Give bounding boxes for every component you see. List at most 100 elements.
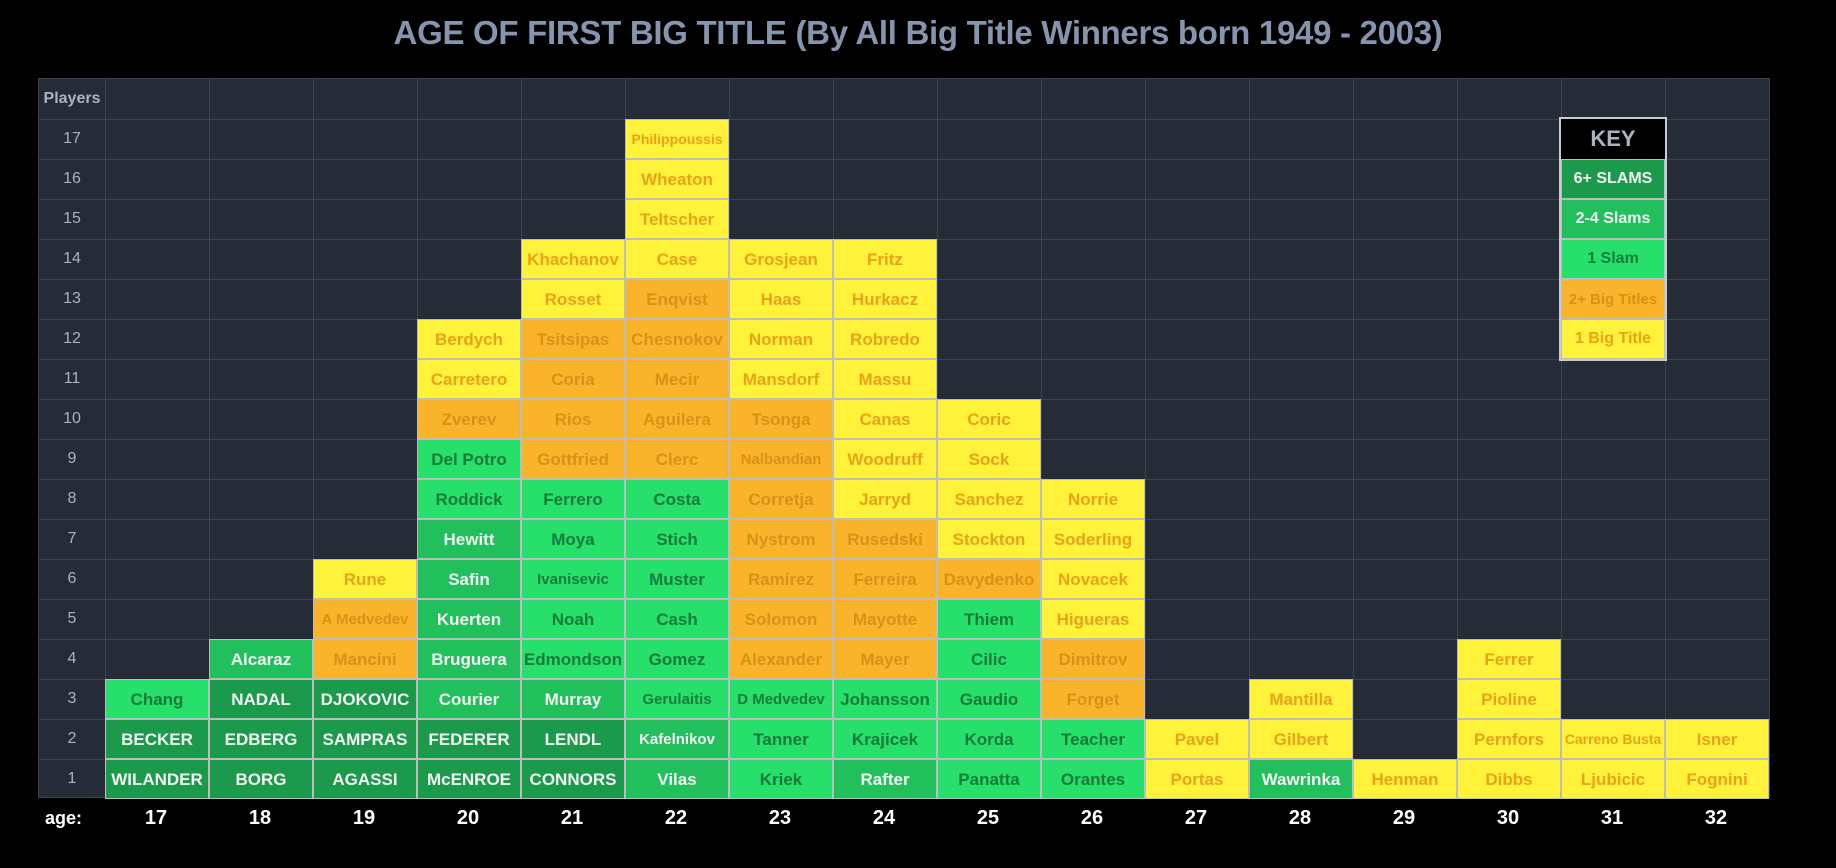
- grid-vline: [1665, 79, 1666, 797]
- grid-vline: [1041, 79, 1042, 797]
- player-cell: Ferrero: [521, 479, 625, 519]
- grid-vline: [1561, 79, 1562, 797]
- player-cell: Vilas: [625, 759, 729, 799]
- player-cell: Moya: [521, 519, 625, 559]
- player-cell: Ljubicic: [1561, 759, 1665, 799]
- player-cell: Noah: [521, 599, 625, 639]
- player-cell: Gaudio: [937, 679, 1041, 719]
- player-cell: Sock: [937, 439, 1041, 479]
- player-cell: Pavel: [1145, 719, 1249, 759]
- player-cell: Ferreira: [833, 559, 937, 599]
- grid-vline: [1353, 79, 1354, 797]
- chart-grid: Players 1 2 3 4 5 6 7 8 9 10 11 12 13 14 15 16 17 WILANDE…: [38, 78, 1770, 799]
- y-tick-label: 16: [63, 170, 81, 187]
- grid-hline: [39, 199, 1769, 200]
- grid-hline: [39, 119, 1769, 120]
- player-cell: Case: [625, 239, 729, 279]
- player-cell: Gomez: [625, 639, 729, 679]
- player-cell: Nystrom: [729, 519, 833, 559]
- player-cell: Coria: [521, 359, 625, 399]
- player-cell: Costa: [625, 479, 729, 519]
- player-cell: Mecir: [625, 359, 729, 399]
- player-cell: Gottfried: [521, 439, 625, 479]
- chart-title: AGE OF FIRST BIG TITLE (By All Big Title…: [393, 14, 1443, 51]
- player-cell: Del Potro: [417, 439, 521, 479]
- player-cell: AGASSI: [313, 759, 417, 799]
- player-cell: Berdych: [417, 319, 521, 359]
- player-cell: Pernfors: [1457, 719, 1561, 759]
- player-cell: Rusedski: [833, 519, 937, 559]
- player-cell: Thiem: [937, 599, 1041, 639]
- x-tick-label: 25: [976, 807, 1000, 829]
- player-cell: Fritz: [833, 239, 937, 279]
- y-tick-label: 15: [63, 210, 81, 227]
- x-tick-label: 24: [872, 807, 896, 829]
- player-cell: Orantes: [1041, 759, 1145, 799]
- x-tick-label: 28: [1288, 807, 1312, 829]
- player-cell: Clerc: [625, 439, 729, 479]
- player-cell: Tanner: [729, 719, 833, 759]
- player-cell: Zverev: [417, 399, 521, 439]
- player-cell: Courier: [417, 679, 521, 719]
- player-cell: FEDERER: [417, 719, 521, 759]
- player-cell: Alexander: [729, 639, 833, 679]
- player-cell: Safin: [417, 559, 521, 599]
- player-cell: Wheaton: [625, 159, 729, 199]
- player-cell: Kafelnikov: [625, 719, 729, 759]
- player-cell: McENROE: [417, 759, 521, 799]
- grid-vline: [105, 79, 106, 797]
- legend-item: 1 Slam: [1561, 239, 1665, 279]
- y-tick-label: 3: [67, 690, 77, 707]
- player-cell: Tsitsipas: [521, 319, 625, 359]
- player-cell: Mantilla: [1249, 679, 1353, 719]
- x-tick-label: 27: [1184, 807, 1208, 829]
- x-tick-label: 19: [352, 807, 376, 829]
- player-cell: CONNORS: [521, 759, 625, 799]
- player-cell: Gilbert: [1249, 719, 1353, 759]
- player-cell: Canas: [833, 399, 937, 439]
- player-cell: Chesnokov: [625, 319, 729, 359]
- legend-item: 2-4 Slams: [1561, 199, 1665, 239]
- player-cell: Panatta: [937, 759, 1041, 799]
- player-cell: Carretero: [417, 359, 521, 399]
- player-cell: SAMPRAS: [313, 719, 417, 759]
- player-cell: Kuerten: [417, 599, 521, 639]
- y-tick-label: 14: [63, 250, 81, 267]
- player-cell: Corretja: [729, 479, 833, 519]
- y-tick-label: 13: [63, 290, 81, 307]
- player-cell: Roddick: [417, 479, 521, 519]
- player-cell: Mancini: [313, 639, 417, 679]
- y-axis-label: Players: [43, 90, 101, 107]
- player-cell: Wawrinka: [1249, 759, 1353, 799]
- player-cell: Norrie: [1041, 479, 1145, 519]
- player-cell: Aguilera: [625, 399, 729, 439]
- player-cell: Muster: [625, 559, 729, 599]
- grid-vline: [313, 79, 314, 797]
- player-cell: Rafter: [833, 759, 937, 799]
- x-tick-label: 32: [1704, 807, 1728, 829]
- player-cell: Haas: [729, 279, 833, 319]
- player-cell: Philippoussis: [625, 119, 729, 159]
- player-cell: Norman: [729, 319, 833, 359]
- y-tick-label: 17: [63, 130, 81, 147]
- player-cell: Krajicek: [833, 719, 937, 759]
- x-tick-label: 31: [1600, 807, 1624, 829]
- player-cell: Sanchez: [937, 479, 1041, 519]
- x-tick-label: 30: [1496, 807, 1520, 829]
- player-cell: Khachanov: [521, 239, 625, 279]
- player-cell: Soderling: [1041, 519, 1145, 559]
- grid-vline: [1145, 79, 1146, 797]
- legend-item: 1 Big Title: [1561, 319, 1665, 359]
- player-cell: NADAL: [209, 679, 313, 719]
- player-cell: A Medvedev: [313, 599, 417, 639]
- legend-title: KEY: [1561, 119, 1665, 159]
- player-cell: Coric: [937, 399, 1041, 439]
- grid-vline: [1457, 79, 1458, 797]
- y-tick-label: 6: [67, 570, 77, 587]
- player-cell: Davydenko: [937, 559, 1041, 599]
- player-cell: Jarryd: [833, 479, 937, 519]
- player-cell: Mayotte: [833, 599, 937, 639]
- player-cell: LENDL: [521, 719, 625, 759]
- legend-item: 2+ Big Titles: [1561, 279, 1665, 319]
- player-cell: Bruguera: [417, 639, 521, 679]
